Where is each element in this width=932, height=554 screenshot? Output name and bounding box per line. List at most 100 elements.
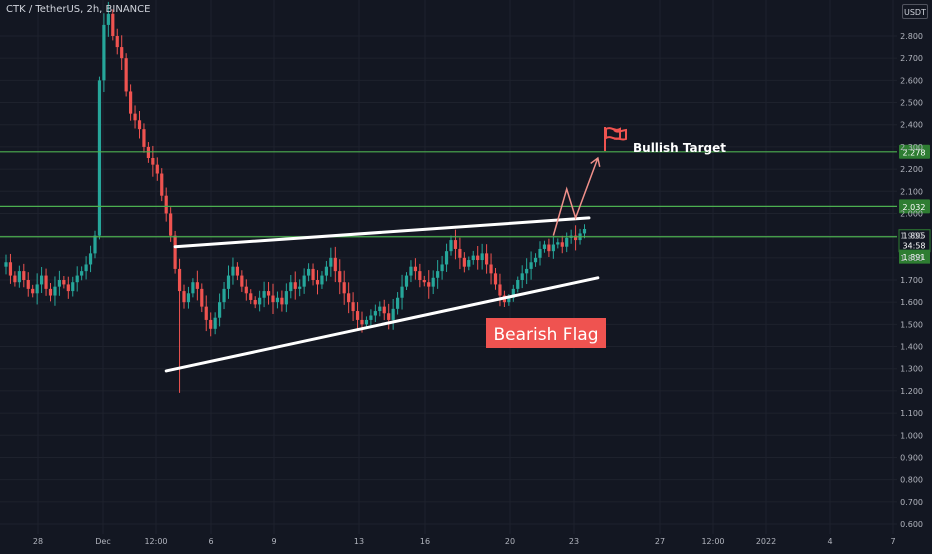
- candle-body: [547, 244, 551, 252]
- candle-body: [213, 317, 217, 329]
- candle-body: [444, 251, 449, 265]
- candle-body: [40, 275, 44, 285]
- candle-body: [458, 248, 462, 258]
- candle-body: [62, 280, 66, 285]
- candle-body: [164, 195, 168, 214]
- candle-body: [364, 319, 369, 325]
- candle-body: [529, 262, 533, 269]
- candle-body: [106, 13, 110, 25]
- candle-body: [284, 291, 288, 305]
- y-tick-label: 0.800: [900, 476, 923, 485]
- mark-price-tag: [899, 249, 930, 264]
- y-tick-label: 1.900: [900, 232, 923, 241]
- y-tick-label: 2.000: [900, 209, 923, 218]
- candle-body: [84, 264, 88, 272]
- x-tick-label: 12:00: [701, 537, 724, 546]
- y-tick-label: 2.100: [900, 187, 923, 196]
- y-tick-label: 1.500: [900, 320, 923, 329]
- x-tick-label: 27: [655, 537, 665, 546]
- candle-body: [542, 244, 547, 249]
- candle-body: [302, 275, 306, 287]
- candle-body: [315, 280, 320, 285]
- y-tick-label: 1.600: [900, 298, 923, 307]
- candle-body: [240, 275, 244, 287]
- x-tick-label: 16: [420, 537, 430, 546]
- candle-body: [409, 266, 413, 276]
- candle-body: [142, 129, 146, 147]
- candle-body: [129, 91, 133, 114]
- candle-body: [551, 244, 555, 252]
- candle-body: [422, 280, 426, 283]
- level-price-label: 2.278: [903, 148, 926, 157]
- flag-cloth-back: [613, 128, 627, 141]
- axes: 2.800 2.700 2.600 2.500 2.400 2.300 2.200 2.100…: [33, 32, 923, 546]
- candle-body: [280, 297, 284, 305]
- candle-body: [93, 235, 97, 254]
- candle-body: [467, 260, 471, 267]
- candle-body: [311, 268, 315, 280]
- candle-body: [378, 306, 382, 312]
- candle-body: [177, 268, 182, 292]
- candle-body: [97, 80, 102, 236]
- candle-body: [186, 293, 191, 303]
- candle-body: [133, 113, 137, 121]
- candle-body: [4, 262, 8, 267]
- projection-arrowhead: [590, 156, 601, 167]
- candle-body: [525, 268, 529, 274]
- candle-body: [436, 271, 440, 278]
- candle-body: [35, 284, 39, 294]
- x-tick-label: 9: [271, 537, 276, 546]
- candle-body: [8, 262, 13, 276]
- annotations: Bearish Flag Bullish Target: [486, 127, 726, 348]
- channel-lower-line: [164, 276, 600, 373]
- candle-body: [329, 257, 333, 267]
- candle-body: [48, 288, 53, 296]
- currency-badge[interactable]: USDT: [902, 4, 928, 19]
- flag-cloth: [605, 127, 621, 140]
- candle-body: [71, 282, 75, 292]
- candle-body: [427, 282, 431, 287]
- y-tick-label: 2.400: [900, 121, 923, 130]
- candle-body: [204, 306, 208, 320]
- y-tick-label: 2.300: [900, 143, 923, 152]
- symbol-label[interactable]: CTK / TetherUS, 2h, BINANCE: [6, 4, 151, 15]
- y-tick-label: 1.000: [900, 431, 923, 440]
- candle-body: [431, 277, 435, 287]
- candle-body: [565, 237, 569, 247]
- candle-body: [44, 275, 48, 289]
- candle-body: [124, 58, 128, 92]
- countdown-label: 34:58: [902, 242, 925, 251]
- candle-body: [453, 240, 458, 249]
- candle-body: [53, 286, 57, 296]
- x-tick-label: 7: [890, 537, 895, 546]
- candle-body: [413, 266, 417, 272]
- candle-body: [489, 264, 493, 274]
- y-tick-label: 1.800: [900, 254, 923, 263]
- x-tick-label: 13: [354, 537, 364, 546]
- candle-body: [404, 275, 409, 287]
- y-tick-label: 2.500: [900, 99, 923, 108]
- candle-body: [249, 293, 253, 300]
- x-tick-label: 23: [569, 537, 579, 546]
- level-price-label: 2.032: [903, 203, 926, 212]
- level-price-tag: [899, 144, 930, 159]
- candle-body: [226, 275, 231, 289]
- candle-body: [13, 275, 17, 283]
- candle-body: [582, 228, 587, 234]
- y-tick-label: 1.400: [900, 343, 923, 352]
- candle-body: [31, 288, 35, 294]
- candle-body: [262, 291, 266, 298]
- candle-body: [347, 293, 351, 303]
- y-tick-label: 2.700: [900, 54, 923, 63]
- candle-body: [57, 280, 61, 287]
- candle-body: [111, 13, 115, 36]
- candle-body: [80, 271, 84, 276]
- candle-body: [520, 273, 524, 280]
- x-tick-label: 2022: [756, 537, 776, 546]
- candle-body: [200, 288, 204, 307]
- grid: [0, 0, 897, 534]
- candle-body: [258, 297, 262, 305]
